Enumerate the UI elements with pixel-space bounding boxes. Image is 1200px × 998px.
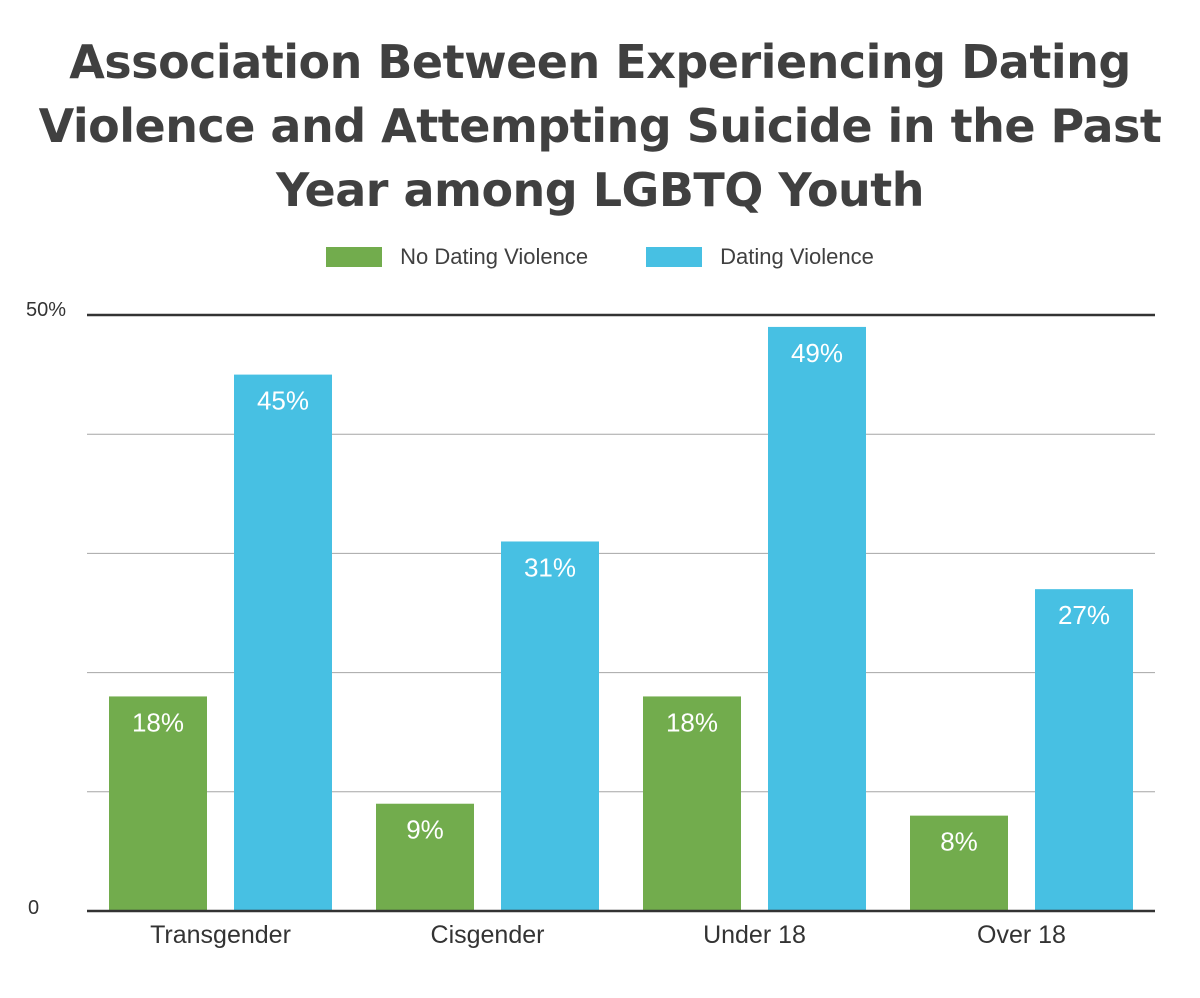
legend-label-no-dating-violence: No Dating Violence [400, 244, 589, 269]
y-tick-label-bottom: 0 [28, 897, 39, 919]
bar-label-cisgender-no-dating-violence: 9% [406, 815, 444, 845]
legend-swatch-no-dating-violence [326, 247, 383, 267]
x-tick-label-cisgender: Cisgender [431, 921, 545, 949]
x-tick-label-under-18: Under 18 [703, 921, 806, 949]
bar-label-under-18-dating-violence: 49% [791, 338, 843, 368]
chart-title-text: Association Between Experiencing Dating … [38, 35, 1162, 217]
bar-over-18-dating-violence [1035, 589, 1133, 911]
bar-transgender-no-dating-violence [109, 696, 207, 911]
y-tick-label-top: 50% [26, 299, 66, 321]
bar-label-under-18-no-dating-violence: 18% [666, 707, 718, 737]
bar-transgender-dating-violence [234, 374, 332, 912]
legend-swatch-dating-violence [646, 247, 703, 267]
bar-label-transgender-dating-violence: 45% [257, 386, 309, 416]
legend: No Dating Violence Dating Violence [0, 240, 1200, 274]
x-tick-label-transgender: Transgender [150, 921, 291, 949]
x-tick-label-over-18: Over 18 [977, 921, 1066, 949]
bar-under-18-dating-violence [768, 326, 866, 911]
bar-cisgender-no-dating-violence [376, 803, 474, 911]
bar-over-18-no-dating-violence [910, 815, 1008, 911]
chart-title: Association Between Experiencing Dating … [0, 30, 1200, 222]
bar-label-over-18-no-dating-violence: 8% [940, 827, 978, 857]
legend-item-no-dating-violence: No Dating Violence [326, 244, 588, 270]
bar-cisgender-dating-violence [501, 541, 599, 911]
bars: 18% 45% Transgender 9% 31% Cisgender 18% 49% Und… [109, 326, 1133, 949]
legend-item-dating-violence: Dating Violence [646, 244, 874, 270]
legend-label-dating-violence: Dating Violence [720, 244, 874, 269]
bar-label-transgender-no-dating-violence: 18% [132, 707, 184, 737]
bar-label-cisgender-dating-violence: 31% [524, 552, 576, 582]
bar-label-over-18-dating-violence: 27% [1058, 600, 1110, 630]
bar-under-18-no-dating-violence [643, 696, 741, 911]
